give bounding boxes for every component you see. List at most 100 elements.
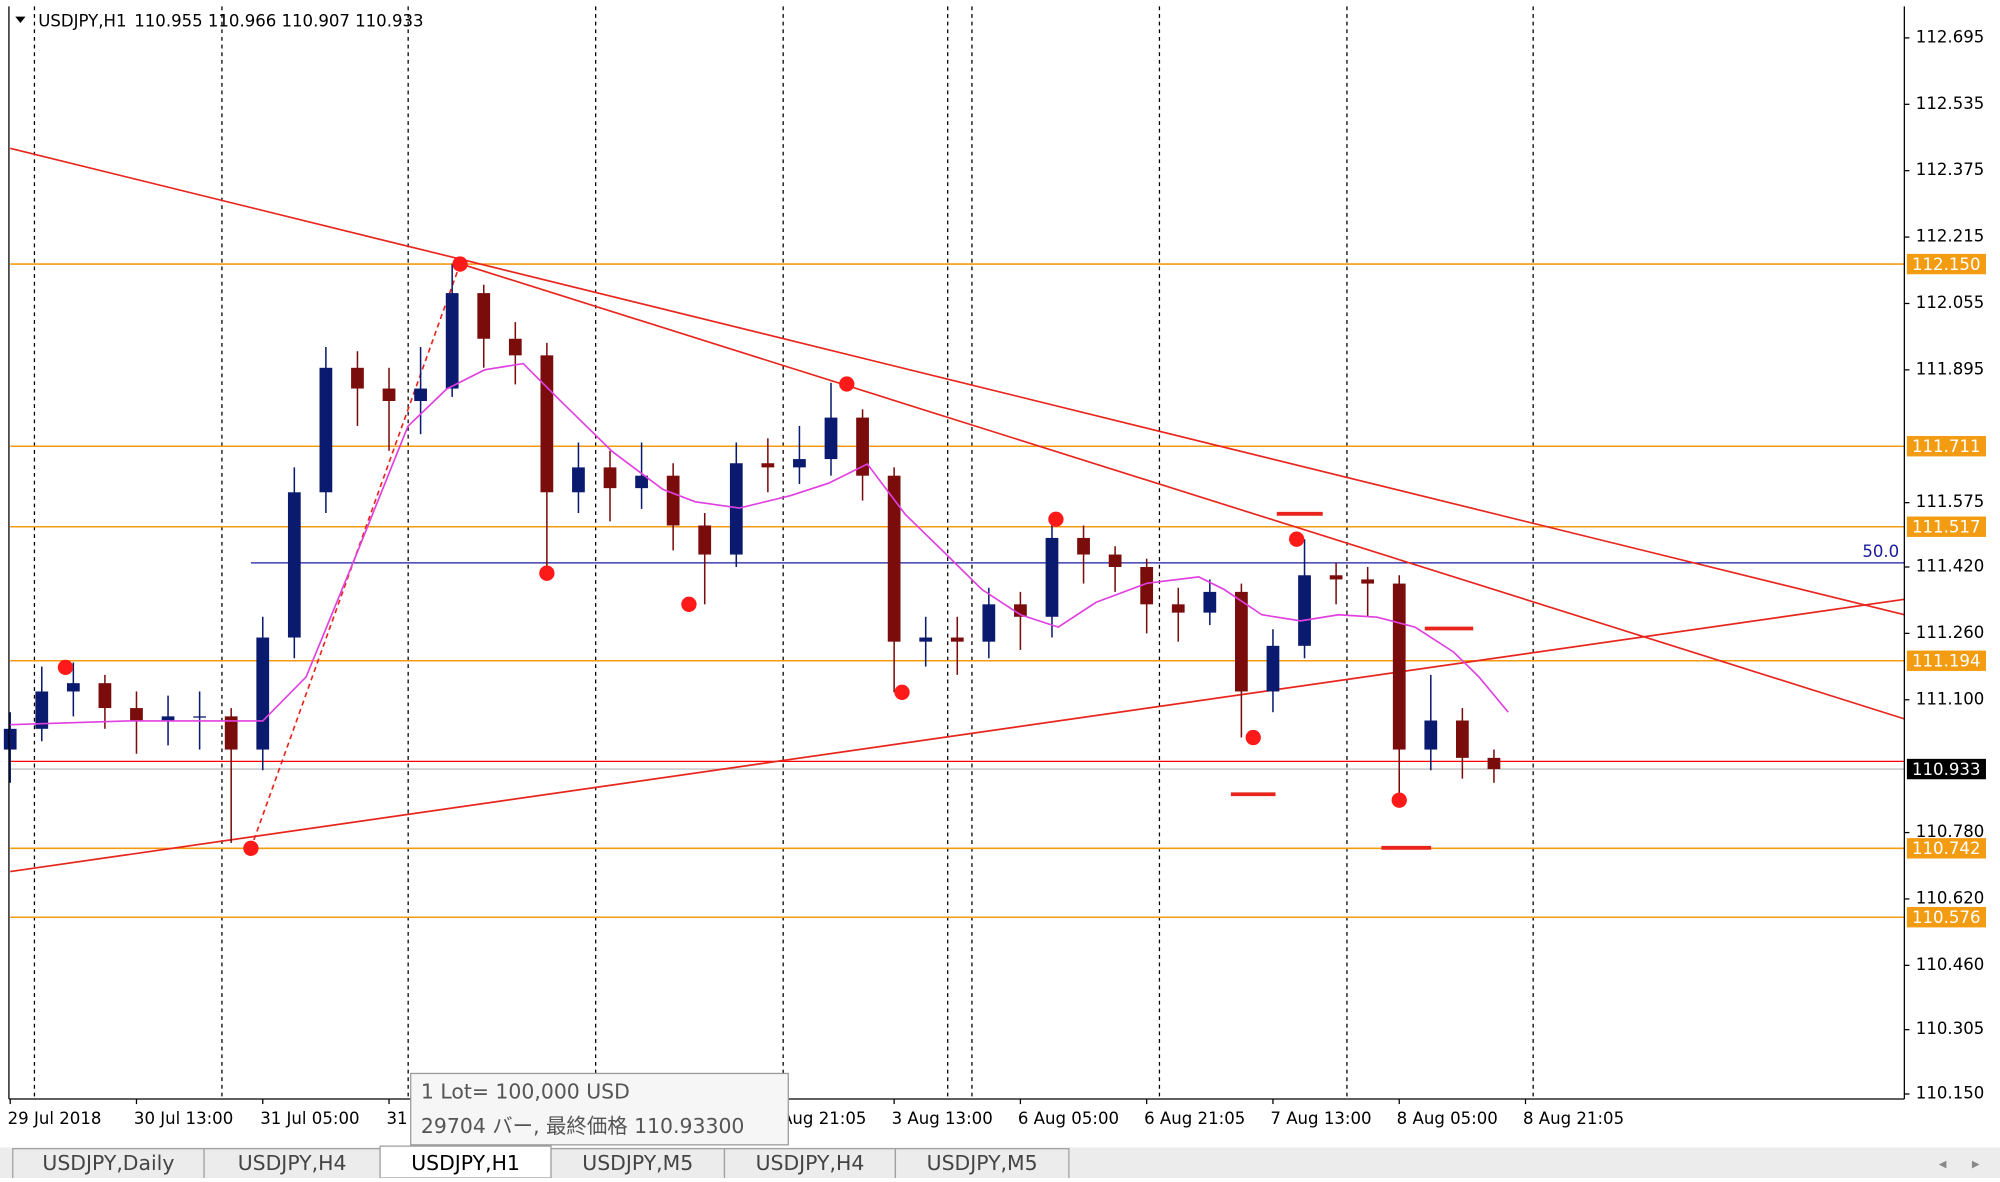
- candle-body: [1361, 579, 1375, 584]
- candle-body: [887, 475, 901, 642]
- y-tick-label: 110.150: [1916, 1083, 1985, 1102]
- swing-point: [539, 565, 555, 581]
- candle-body: [761, 463, 775, 468]
- header-low: 110.907: [281, 11, 350, 30]
- y-tick-label: 110.780: [1916, 822, 1985, 841]
- tab-box: [379, 1145, 552, 1179]
- candle-body: [130, 708, 143, 721]
- candle-body: [1235, 591, 1248, 692]
- candle-body: [698, 525, 712, 555]
- candle-body: [351, 367, 364, 389]
- candle-body: [603, 467, 617, 489]
- level-label-box: [1906, 650, 1986, 671]
- candle-body: [414, 388, 427, 401]
- tab-label: USDJPY,H4: [238, 1151, 347, 1175]
- trendline: [459, 262, 1905, 720]
- header-close: 110.933: [355, 11, 424, 30]
- candle-body: [98, 683, 112, 709]
- tooltip: 1 Lot= 100,000 USD 29704 バー, 最終価格 110.93…: [410, 1072, 789, 1146]
- x-tick-label: 3 Aug 13:00: [892, 1109, 993, 1128]
- candle-body: [3, 728, 17, 750]
- scroll-left[interactable]: ◂: [1939, 1154, 1947, 1172]
- y-tick-label: 112.375: [1916, 160, 1985, 179]
- level-label: 112.150: [1912, 255, 1981, 274]
- candle-body: [1298, 575, 1311, 646]
- candle-body: [1487, 757, 1501, 770]
- candle-body: [793, 459, 806, 468]
- candle-body: [1014, 604, 1027, 617]
- candle-body: [477, 293, 491, 339]
- candle-body: [1203, 591, 1217, 613]
- tab-label: USDJPY,M5: [582, 1151, 693, 1175]
- level-label: 111.517: [1912, 518, 1981, 537]
- level-label-box: [1906, 907, 1986, 928]
- candle-body: [1171, 604, 1185, 613]
- tab[interactable]: USDJPY,H1: [379, 1145, 552, 1179]
- x-tick-label: 31 Jul 05:00: [260, 1109, 359, 1128]
- candle-body: [161, 716, 175, 721]
- candle-body: [856, 417, 869, 476]
- swing-point: [1391, 792, 1407, 808]
- last-price-box: [1906, 758, 1986, 780]
- tab[interactable]: USDJPY,H4: [723, 1148, 897, 1182]
- level-label: 110.576: [1912, 908, 1981, 927]
- x-tick-label: 30 Jul 13:00: [134, 1109, 233, 1128]
- candle-body: [382, 388, 396, 401]
- level-label: 111.194: [1912, 652, 1981, 671]
- candle-body: [1392, 583, 1406, 750]
- trendline: [10, 598, 1905, 873]
- swing-point: [1048, 511, 1064, 527]
- candle-body: [35, 691, 49, 729]
- swing-point: [894, 684, 910, 700]
- y-tick-label: 110.620: [1916, 888, 1985, 907]
- tab[interactable]: USDJPY,H4: [203, 1148, 381, 1182]
- markers: [1230, 511, 1474, 850]
- y-tick-label: 112.535: [1916, 94, 1985, 113]
- tab[interactable]: USDJPY,M5: [550, 1148, 726, 1182]
- swing-point: [57, 659, 74, 676]
- candle-body: [540, 355, 554, 493]
- menu-arrow[interactable]: [15, 16, 26, 23]
- candle-body: [1140, 566, 1154, 605]
- y-tick-label: 111.420: [1916, 556, 1985, 575]
- x-tick-label: 7 Aug 13:00: [1270, 1109, 1371, 1128]
- level-label-box: [1906, 516, 1986, 537]
- y-tick-label: 112.055: [1916, 293, 1985, 312]
- symbol: USDJPY,H1: [38, 11, 126, 30]
- candle-body: [635, 475, 648, 489]
- header: USDJPY,H1 110.955 110.966 110.907 110.933: [38, 11, 423, 30]
- y-tick-label: 111.575: [1916, 492, 1985, 511]
- moving-average: [10, 362, 1509, 726]
- swing-point: [1245, 729, 1261, 746]
- candle-body: [572, 467, 585, 493]
- tab[interactable]: USDJPY,Daily: [12, 1148, 205, 1182]
- x-tick-label: 8 Aug 05:00: [1397, 1109, 1498, 1128]
- tabs: USDJPY,Daily USDJPY,H4 USDJPY,H1 USDJPY,M5 U…: [12, 1145, 1070, 1182]
- candle-body: [1266, 645, 1280, 692]
- plot-area: 50.0: [3, 147, 1905, 918]
- y-tick-label: 111.895: [1916, 359, 1985, 378]
- candle-body: [1329, 575, 1343, 580]
- level-label-box: [1906, 838, 1986, 859]
- candle-body: [256, 637, 270, 750]
- candle-body: [319, 367, 333, 493]
- candle-body: [508, 338, 522, 356]
- level-label: 110.742: [1912, 839, 1981, 858]
- candle-body: [224, 716, 238, 750]
- tab[interactable]: USDJPY,M5: [894, 1148, 1070, 1182]
- candle-body: [824, 417, 838, 460]
- candle-body: [445, 293, 459, 389]
- candle-body: [193, 716, 206, 718]
- tooltip-box: [410, 1072, 789, 1146]
- candle-body: [1455, 720, 1469, 758]
- swing-point: [1288, 531, 1305, 547]
- candle-body: [1108, 554, 1122, 567]
- scroll-right[interactable]: ▸: [1972, 1154, 1980, 1172]
- tab-label: USDJPY,H4: [756, 1151, 865, 1175]
- candle-body: [287, 492, 301, 638]
- x-tick-label: 29 Jul 2018: [8, 1109, 102, 1128]
- tab-box: [894, 1148, 1070, 1182]
- x-tick-label: 6 Aug 05:00: [1018, 1109, 1119, 1128]
